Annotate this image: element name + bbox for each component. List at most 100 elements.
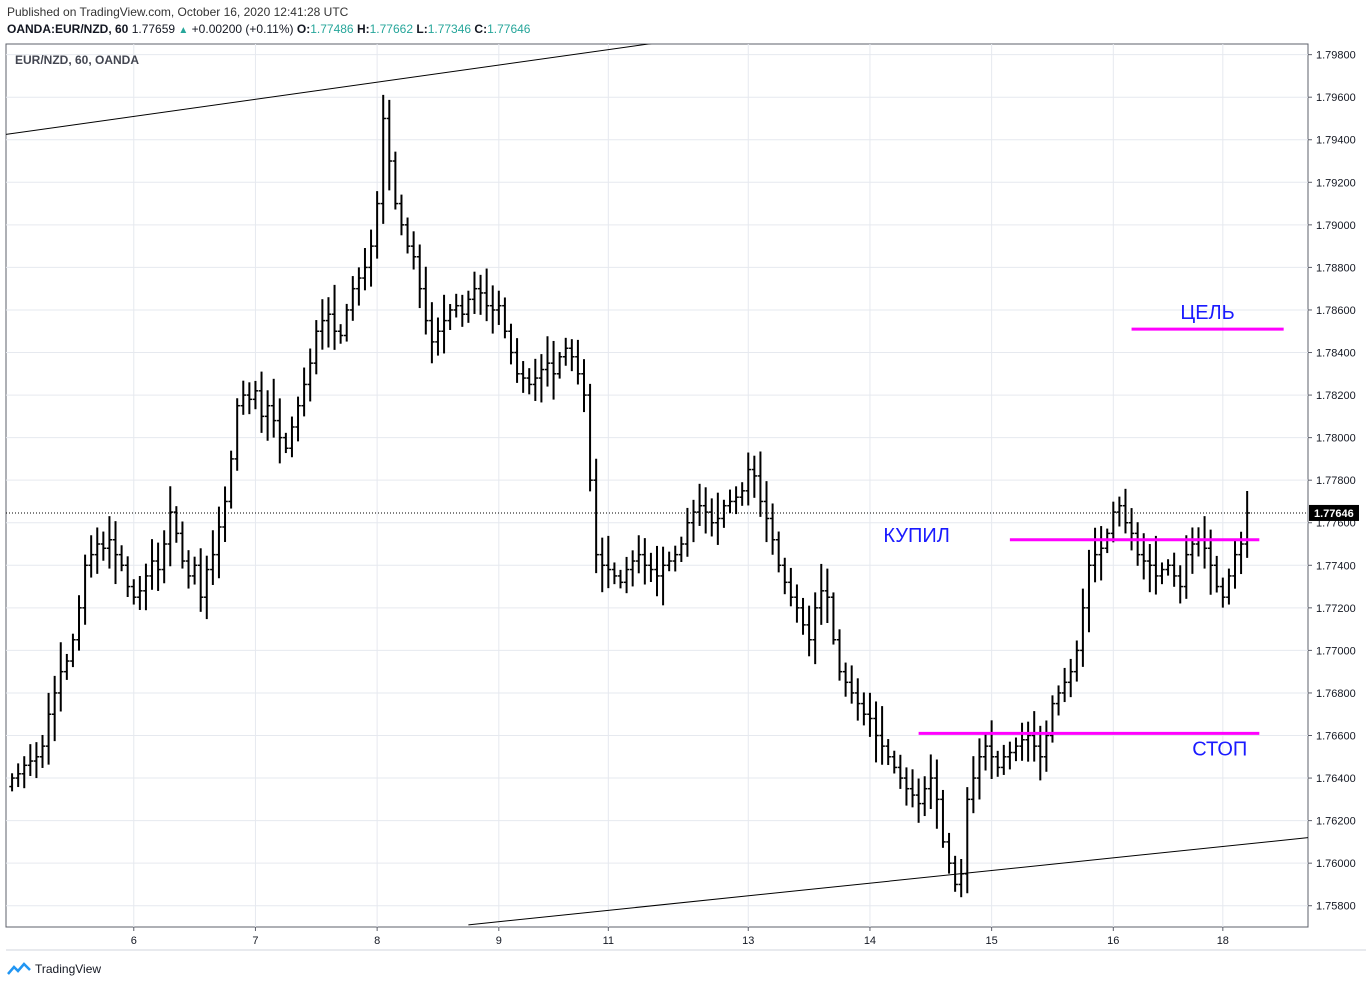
- ohlc-bar: [118, 545, 125, 572]
- ohlc-bar: [9, 773, 15, 792]
- chart-frame: [5, 43, 1309, 928]
- ohlc-bar: [337, 324, 344, 344]
- ohlc-bar: [982, 732, 989, 771]
- ohlc-bar: [721, 499, 727, 528]
- price-tick-label: 1.76000: [1316, 858, 1356, 870]
- ohlc-bar: [167, 486, 174, 567]
- time-tick-label: 18: [1217, 935, 1229, 947]
- time-tick-label: 15: [986, 935, 998, 947]
- ohlc-bar: [264, 390, 271, 441]
- ohlc-bar: [934, 759, 940, 829]
- ohlc-bar: [599, 537, 605, 593]
- ohlc-bar: [124, 556, 131, 597]
- ohlc-bar: [587, 383, 593, 492]
- ohlc-bar: [660, 546, 666, 606]
- ohlc-bar: [289, 416, 295, 458]
- ohlc-bar: [1092, 527, 1098, 583]
- ohlc-bar: [27, 744, 34, 776]
- ohlc-bar: [313, 320, 320, 375]
- time-tick-label: 6: [131, 935, 137, 947]
- ohlc-bar: [903, 767, 910, 806]
- ohlc-bar: [1074, 640, 1080, 682]
- ohlc-bar: [1171, 552, 1177, 587]
- ohlc-bar: [1147, 544, 1153, 593]
- price-tick-label: 1.79600: [1316, 92, 1356, 104]
- ohlc-bar: [453, 293, 459, 318]
- ohlc-bar: [435, 317, 441, 356]
- ohlc-bar: [976, 738, 983, 800]
- symbol-name[interactable]: OANDA:EUR/NZD, 60: [7, 22, 129, 36]
- price-tick-label: 1.76200: [1316, 816, 1356, 828]
- ohlc-bar: [197, 548, 204, 612]
- last-price-badge: 1.77646: [1309, 504, 1359, 521]
- ohlc-bar: [593, 458, 599, 574]
- ohlc-bar: [514, 338, 520, 383]
- ohlc-bar: [848, 665, 855, 704]
- ohlc-bar: [508, 323, 514, 365]
- ohlc-bar: [1098, 526, 1104, 581]
- price-tick-label: 1.77200: [1316, 603, 1356, 615]
- ohlc-bar: [885, 739, 891, 766]
- ohlc-bar: [946, 832, 952, 874]
- time-axis[interactable]: 6 7 8 9 11 13 14 15 16 18: [131, 927, 1229, 947]
- ohlc-bar: [283, 432, 289, 454]
- ohlc-bar: [788, 567, 794, 607]
- time-tick-label: 13: [742, 935, 754, 947]
- ohlc-bar: [879, 706, 885, 765]
- ohlc-bar: [33, 742, 40, 779]
- ohlc-bar: [465, 290, 472, 323]
- ohlc-bar: [343, 303, 350, 342]
- close-value: 1.77646: [487, 22, 531, 36]
- price-tick-label: 1.77800: [1316, 475, 1356, 487]
- ohlc-bar: [629, 550, 636, 587]
- time-tick-label: 14: [864, 935, 876, 947]
- ohlc-bar: [489, 285, 496, 334]
- ohlc-bar: [252, 380, 259, 410]
- ohlc-bar: [964, 787, 971, 894]
- ohlc-bar: [76, 595, 82, 651]
- ohlc-bar: [891, 750, 898, 774]
- ohlc-bar: [191, 556, 198, 585]
- price-tick-label: 1.77000: [1316, 645, 1356, 657]
- tradingview-logo-icon: [7, 962, 31, 975]
- price-tick-label: 1.75800: [1316, 901, 1356, 913]
- ohlc-bar: [666, 551, 672, 572]
- trendlines: [6, 44, 1308, 926]
- price-tick-label: 1.79800: [1316, 50, 1356, 62]
- price-tick-label: 1.79000: [1316, 220, 1356, 232]
- ohlc-bar: [459, 294, 466, 327]
- ohlc-bar: [1165, 559, 1171, 576]
- ohlc-bar: [483, 268, 490, 322]
- ohlc-bar: [897, 754, 904, 789]
- ohlc-bar: [611, 562, 618, 585]
- ohlc-bar: [392, 151, 399, 210]
- ohlc-bar: [1183, 535, 1190, 599]
- ohlc-bar: [410, 231, 417, 270]
- ohlc-bar: [380, 94, 386, 224]
- trendline: [468, 837, 1308, 926]
- ohlc-bar: [684, 507, 691, 557]
- ohlc-bar: [1061, 667, 1068, 703]
- ohlc-bar: [234, 398, 240, 471]
- high-label: H:: [356, 22, 370, 36]
- ohlc-bar: [222, 486, 228, 542]
- ohlc-bar: [1214, 555, 1220, 593]
- price-axis[interactable]: 1.75800 1.76000 1.76200 1.76400 1.76600 1.768…: [1308, 50, 1356, 913]
- ohlc-bar: [648, 552, 654, 582]
- ohlc-bar: [1001, 744, 1007, 775]
- ohlc-bar: [1232, 539, 1238, 589]
- ohlc-bar: [915, 778, 922, 823]
- ohlc-bar: [15, 763, 21, 788]
- ohlc-bar: [958, 858, 964, 898]
- ohlc-bar: [532, 358, 539, 401]
- price-tick-label: 1.77400: [1316, 560, 1356, 572]
- ohlc-bar: [672, 545, 678, 572]
- ohlc-bar: [696, 483, 703, 526]
- price-tick-label: 1.76600: [1316, 731, 1356, 743]
- price-tick-label: 1.78400: [1316, 348, 1356, 360]
- tradingview-logo[interactable]: TradingView: [7, 962, 101, 976]
- ohlc-bar: [137, 576, 143, 610]
- ohlc-bar: [1043, 720, 1050, 772]
- ohlc-bar: [800, 597, 806, 635]
